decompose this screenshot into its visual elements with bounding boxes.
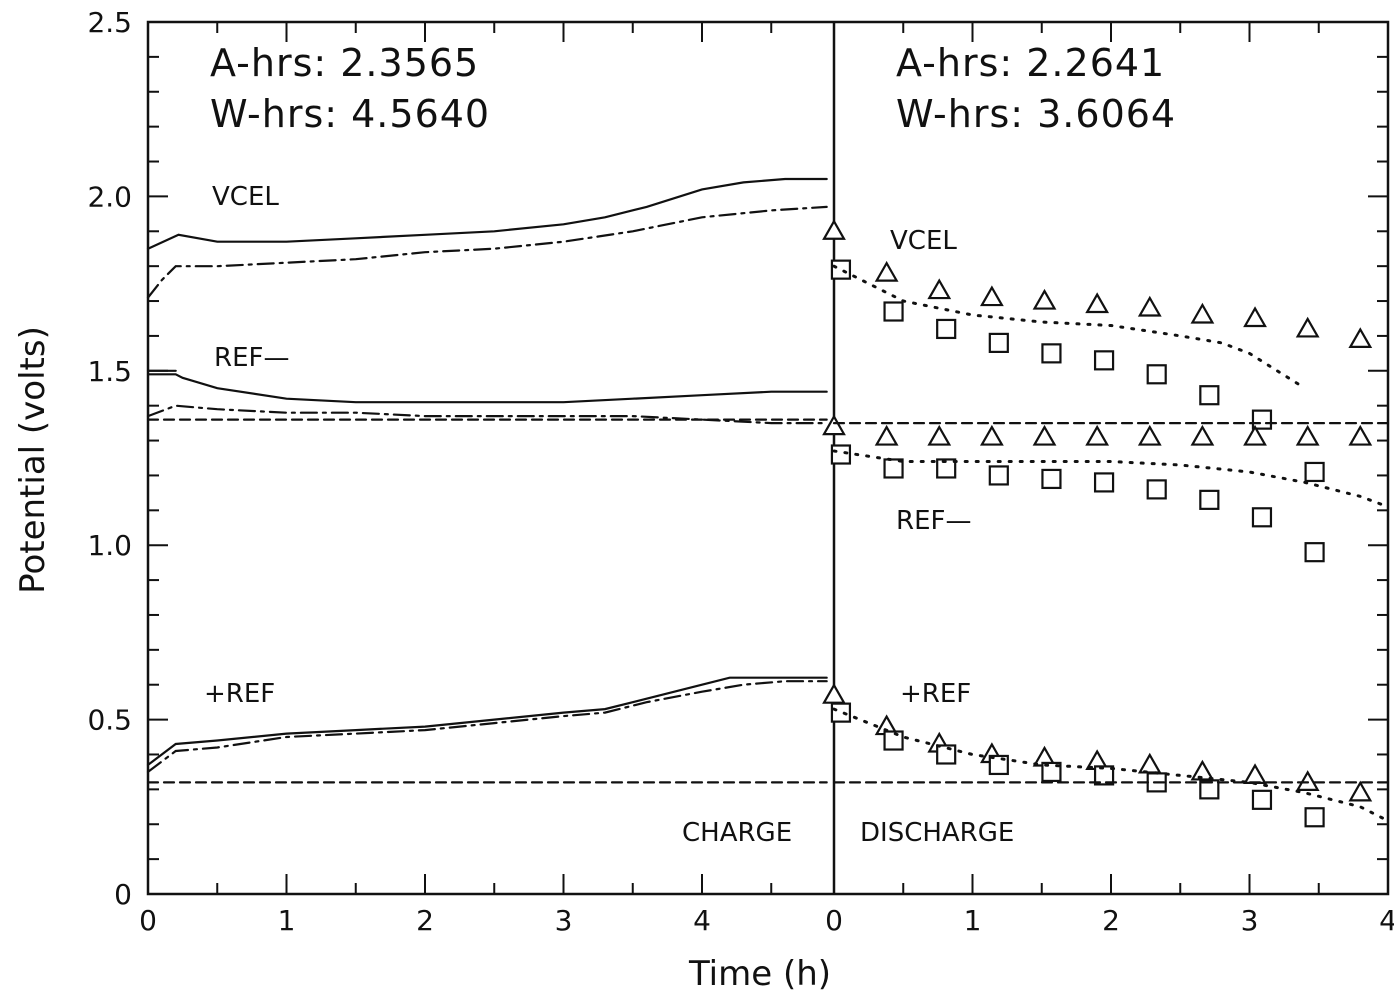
x-tick-label: 4 <box>693 904 711 937</box>
triangle-marker <box>1085 424 1110 446</box>
x-tick-label: 1 <box>964 904 982 937</box>
square-marker <box>1251 507 1273 528</box>
square-marker <box>1041 343 1062 364</box>
triangle-marker <box>1190 424 1215 446</box>
square-marker <box>936 458 957 479</box>
x-tick-label: 3 <box>1241 904 1259 937</box>
square-marker <box>936 318 957 340</box>
square-marker <box>1251 409 1273 430</box>
discharge-phase-label: DISCHARGE <box>860 818 1014 848</box>
triangle-marker <box>927 278 952 300</box>
discharge-whrs-annotation: W-hrs: 3.6064 <box>896 92 1176 136</box>
x-axis-title: Time (h) <box>688 954 831 994</box>
chart-marks <box>146 177 1390 828</box>
triangle-marker <box>1348 424 1373 446</box>
plot-border <box>146 20 1390 896</box>
charge-dashdot-line <box>146 205 828 299</box>
square-marker <box>883 301 904 322</box>
charge-solid-line <box>146 177 828 250</box>
y-tick-label: 2.5 <box>87 6 132 39</box>
square-marker <box>883 730 904 751</box>
square-marker <box>988 465 1009 486</box>
charge-whrs-annotation: W-hrs: 4.5640 <box>210 92 490 136</box>
square-marker <box>1146 364 1167 385</box>
discharge-vcel-label: VCEL <box>890 226 957 256</box>
square-marker <box>1304 807 1325 828</box>
square-marker <box>1199 779 1220 800</box>
square-marker <box>830 259 852 280</box>
square-marker <box>1304 461 1325 483</box>
y-tick-label: 2.0 <box>87 180 132 213</box>
triangle-marker <box>1295 316 1320 338</box>
triangle-marker <box>1190 302 1215 324</box>
triangle-marker <box>822 682 846 704</box>
square-marker <box>1199 385 1220 406</box>
triangle-marker <box>1137 424 1162 446</box>
square-marker <box>1199 489 1220 510</box>
discharge-dotted-line <box>832 264 1307 390</box>
triangle-marker <box>1348 327 1373 349</box>
square-marker <box>1304 542 1325 563</box>
triangle-marker <box>822 219 846 240</box>
triangle-marker <box>1295 424 1320 446</box>
triangle-marker <box>822 414 846 436</box>
triangle-marker <box>1295 770 1320 791</box>
charge-pref-label: +REF <box>204 679 275 709</box>
charge-solid-line <box>146 676 828 767</box>
triangle-marker <box>874 424 899 446</box>
x-tick-label: 2 <box>416 904 434 937</box>
square-marker <box>1093 765 1115 786</box>
triangle-marker <box>1032 288 1057 310</box>
y-axis-title: Potential (volts) <box>13 326 53 594</box>
discharge-ref-label: REF— <box>896 506 971 536</box>
x-tick-label: 0 <box>139 904 157 937</box>
triangle-marker <box>874 260 899 282</box>
discharge-dotted-line <box>832 707 1390 823</box>
square-marker <box>988 332 1009 353</box>
discharge-ahrs-annotation: A-hrs: 2.2641 <box>896 41 1165 85</box>
square-marker <box>1093 472 1115 493</box>
triangle-marker <box>1348 780 1373 802</box>
x-tick-label: 4 <box>1379 904 1394 937</box>
triangle-marker <box>1243 424 1267 446</box>
y-tick-label: 0.5 <box>87 704 132 737</box>
axis-ticks: 0 0.5 1.0 1.5 2.0 2.5 0 1 2 3 4 0 1 2 3 4 <box>87 6 1394 937</box>
triangle-marker <box>1243 763 1267 785</box>
triangle-marker <box>1137 752 1162 774</box>
square-marker <box>1251 789 1273 810</box>
square-marker <box>830 444 852 465</box>
charge-solid-line <box>146 373 828 404</box>
charge-ref-label: REF— <box>214 343 289 373</box>
x-tick-label: 1 <box>278 904 296 937</box>
triangle-marker <box>1137 295 1162 317</box>
triangle-marker <box>1243 306 1267 328</box>
triangle-marker <box>1032 424 1057 446</box>
y-tick-label: 0 <box>114 878 132 911</box>
square-marker <box>830 702 852 723</box>
triangle-marker <box>979 285 1004 307</box>
square-marker <box>936 744 957 765</box>
square-marker <box>1093 350 1115 371</box>
triangle-marker <box>979 424 1004 446</box>
square-marker <box>1041 761 1062 783</box>
square-marker <box>1041 468 1062 490</box>
charge-phase-label: CHARGE <box>682 818 792 848</box>
charge-vcel-label: VCEL <box>212 182 279 212</box>
charge-dashdot-line <box>146 680 828 774</box>
x-tick-label: 2 <box>1102 904 1120 937</box>
triangle-marker <box>1085 292 1110 314</box>
discharge-pref-label: +REF <box>900 679 971 709</box>
triangle-marker <box>927 424 952 446</box>
square-marker <box>1146 479 1167 500</box>
x-tick-label: 3 <box>555 904 573 937</box>
y-tick-label: 1.5 <box>87 355 132 388</box>
x-tick-label: 0 <box>825 904 843 937</box>
charge-ahrs-annotation: A-hrs: 2.3565 <box>210 41 479 85</box>
square-marker <box>883 458 904 479</box>
y-tick-label: 1.0 <box>87 529 132 562</box>
